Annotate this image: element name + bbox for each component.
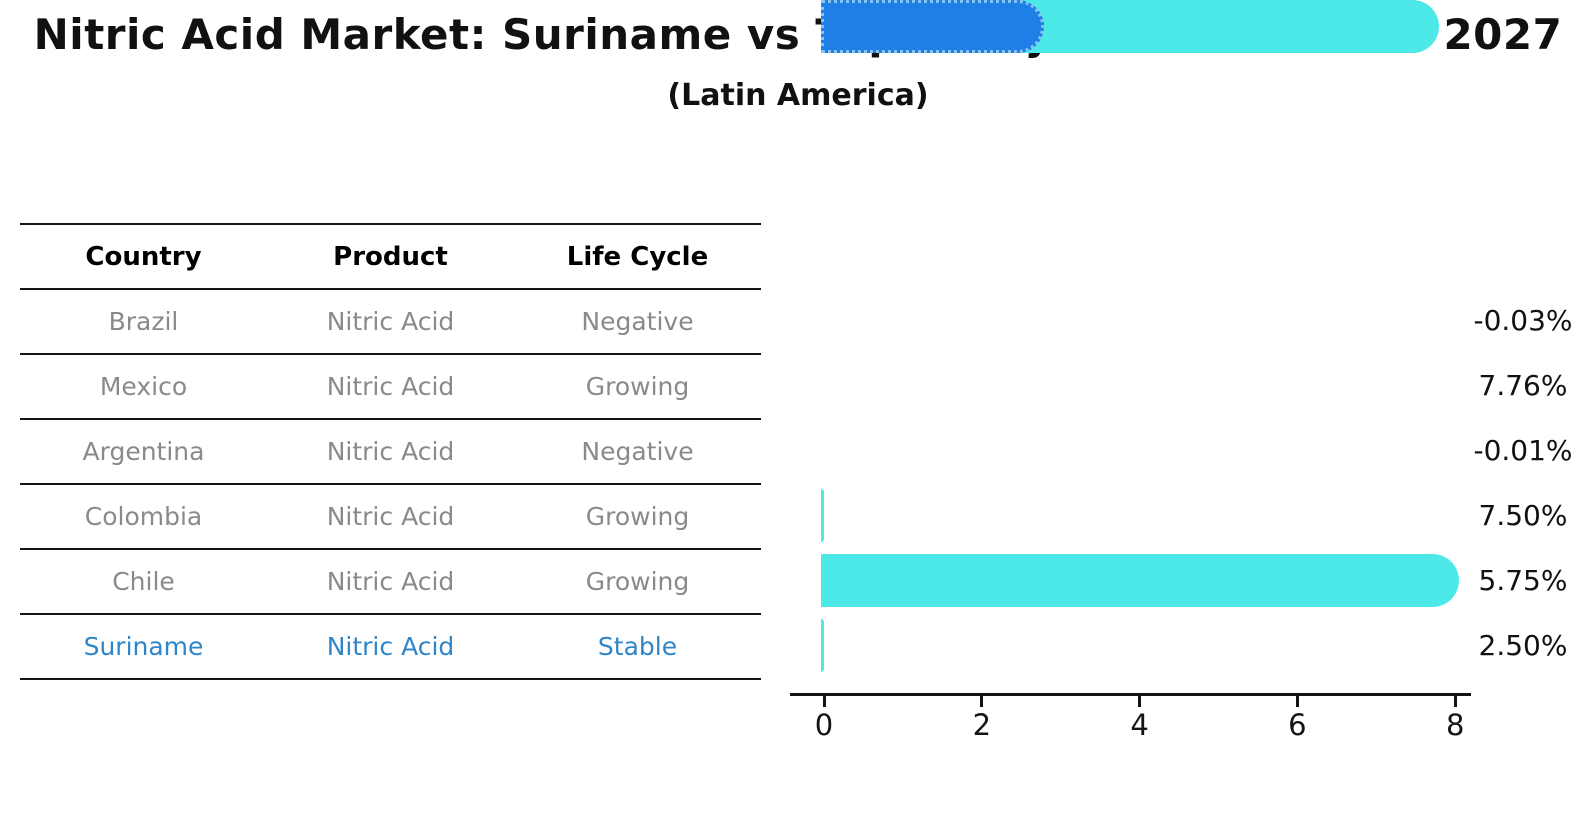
- chart-subtitle: (Latin America): [667, 78, 929, 113]
- cell-lifecycle: Growing: [585, 567, 690, 596]
- x-axis-tick: [1295, 696, 1299, 707]
- cell-product: Nitric Acid: [326, 502, 455, 531]
- value-label-mexico: 7.76%: [1478, 369, 1568, 402]
- cell-product: Nitric Acid: [326, 437, 455, 466]
- x-axis-tick-label: 2: [972, 708, 992, 742]
- cell-country: Suriname: [83, 632, 204, 661]
- bar-row-mexico: [821, 554, 1460, 607]
- table-header-product: Product: [333, 241, 448, 272]
- bar-brazil: [821, 489, 824, 542]
- table-row-chile: Chile Nitric Acid Growing: [20, 550, 761, 615]
- cell-country: Colombia: [84, 502, 203, 531]
- x-axis-line: [790, 693, 1471, 696]
- bar-argentina: [821, 619, 824, 672]
- table-row-colombia: Colombia Nitric Acid Growing: [20, 485, 761, 550]
- cell-product: Nitric Acid: [326, 567, 455, 596]
- x-axis-tick-label: 4: [1130, 708, 1149, 742]
- value-label-chile: 5.75%: [1478, 564, 1568, 597]
- bar-row-brazil: [821, 489, 824, 542]
- cell-product: Nitric Acid: [326, 372, 455, 401]
- table-header-lifecycle: Life Cycle: [566, 241, 709, 272]
- value-label-suriname: 2.50%: [1478, 629, 1568, 662]
- table-header-row: Country Product Life Cycle: [20, 225, 761, 290]
- x-axis-tick-label: 6: [1288, 708, 1307, 742]
- cell-country: Brazil: [108, 307, 179, 336]
- cell-lifecycle: Negative: [581, 307, 694, 336]
- value-label-colombia: 7.50%: [1478, 499, 1568, 532]
- cell-lifecycle: Growing: [585, 502, 690, 531]
- cell-lifecycle: Stable: [597, 632, 678, 661]
- cell-product: Nitric Acid: [326, 307, 455, 336]
- table-row-argentina: Argentina Nitric Acid Negative: [20, 420, 761, 485]
- cell-country: Chile: [112, 567, 175, 596]
- x-axis-tick-label: 8: [1445, 708, 1465, 742]
- table-row-mexico: Mexico Nitric Acid Growing: [20, 355, 761, 420]
- x-axis-tick: [1453, 696, 1457, 707]
- value-label-argentina: -0.01%: [1473, 434, 1573, 467]
- table-row-brazil: Brazil Nitric Acid Negative: [20, 290, 761, 355]
- table-row-suriname: Suriname Nitric Acid Stable: [20, 615, 761, 680]
- x-axis-tick-label: 0: [814, 708, 834, 742]
- cell-lifecycle: Growing: [585, 372, 690, 401]
- cell-product: Nitric Acid: [326, 632, 455, 661]
- cell-lifecycle: Negative: [581, 437, 694, 466]
- x-axis-tick: [1138, 696, 1142, 707]
- bar-row-suriname: [821, 0, 1045, 53]
- x-axis-tick: [822, 696, 826, 707]
- bar-row-argentina: [821, 619, 824, 672]
- value-label-brazil: -0.03%: [1473, 304, 1573, 337]
- bar-mexico: [821, 554, 1460, 607]
- x-axis-tick: [980, 696, 984, 707]
- cell-country: Argentina: [82, 437, 205, 466]
- bar-suriname: [821, 0, 1045, 53]
- table-header-country: Country: [85, 241, 202, 272]
- comparison-table: Country Product Life Cycle Brazil Nitric…: [20, 223, 761, 680]
- cell-country: Mexico: [99, 372, 188, 401]
